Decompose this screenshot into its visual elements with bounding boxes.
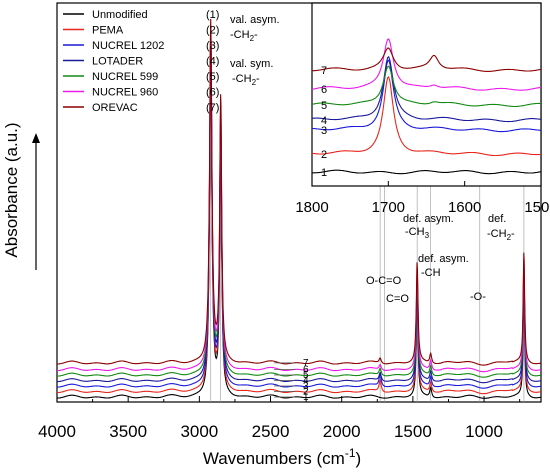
x-axis-title-main: Wavenumbers (cm [203, 449, 345, 468]
series-line-4 [57, 36, 542, 384]
annotation-ch2-asym: -CH2- [230, 29, 258, 43]
peak-annotations: val. asym. -CH2- val. sym. -CH2- O-C=O C… [230, 14, 515, 305]
x-tick-label: 4000 [38, 422, 76, 441]
legend-index: (1) [206, 9, 219, 21]
inset-series-number-label: 3 [321, 125, 327, 137]
inset-x-tick-label: 1500 [524, 199, 550, 216]
x-tick-label: 3500 [109, 422, 147, 441]
legend-label: OREVAC [92, 102, 138, 114]
series-line-3 [57, 42, 542, 389]
inset-series-number-label: 1 [321, 167, 327, 179]
legend-index: (7) [206, 102, 219, 114]
inset-series-number-label: 2 [321, 149, 327, 161]
series-line-1 [57, 53, 542, 399]
annotation-def-asym-ch-a: def. asym. [418, 253, 469, 265]
annotation-ch3-sub: 3 [425, 231, 430, 240]
annotation-val-sym: val. sym. [230, 58, 273, 70]
annotation-ch2-asym-main: -CH [230, 29, 250, 41]
inset-series-line-2 [311, 75, 542, 157]
x-tick-label: 3000 [180, 422, 218, 441]
annotation-oco: O-C=O [366, 275, 402, 287]
inset-frame [311, 2, 542, 187]
annotation-o: -O- [470, 291, 486, 303]
inset-series-line-7 [312, 47, 542, 72]
series-line-7 [57, 18, 542, 366]
y-axis-title: Absorbance (a.u.) [2, 122, 21, 257]
annotation-def-ch2-sub: 2 [507, 233, 512, 242]
annotation-def-ch2-b: -CH2- [487, 228, 515, 242]
annotation-ch2-asym-sub: 2 [250, 34, 255, 43]
inset-series-number-label: 5 [321, 100, 327, 112]
x-axis-title-end: ) [356, 449, 362, 468]
legend-label: NUCREL 960 [92, 87, 158, 99]
annotation-def-asym-ch3-a: def. asym. [403, 213, 454, 225]
series-line-5 [57, 31, 542, 378]
inset-series-number-label: 4 [321, 115, 327, 127]
legend-index: (4) [206, 56, 219, 68]
annotation-ch2-sym-main: -CH [232, 73, 252, 85]
annotation-ch2-sym: -CH2- [232, 73, 260, 87]
inset-x-tick-label: 1800 [295, 199, 328, 216]
x-axis-title: Wavenumbers (cm-1) [203, 446, 361, 468]
inset-series-line-3 [312, 59, 541, 133]
x-tick-label: 2500 [252, 422, 290, 441]
legend-index: (5) [206, 71, 219, 83]
series-number-label: 3 [303, 381, 309, 392]
annotation-ch2-sym-end: - [256, 73, 260, 85]
series-line-6 [57, 25, 542, 373]
annotation-def-ch2-a: def. [488, 213, 506, 225]
x-tick-label: 2000 [323, 422, 361, 441]
legend-label: NUCREL 599 [92, 71, 158, 83]
annotation-def-asym-ch-b: -CH [421, 267, 441, 279]
annotation-def-asym-ch3-b: -CH3 [405, 226, 430, 240]
legend-index: (6) [206, 87, 219, 99]
x-axis-title-sup: -1 [345, 446, 356, 460]
annotation-def-ch2-end: - [511, 228, 515, 240]
series-number-label: 1 [303, 392, 309, 403]
annotation-ch3-main: -CH [405, 226, 425, 238]
legend-index: (2) [206, 25, 219, 37]
series-number-label: 5 [303, 370, 309, 381]
legend-label: Unmodified [92, 9, 148, 21]
annotation-val-asym: val. asym. [230, 14, 280, 26]
inset-series-number-label: 6 [321, 84, 327, 96]
main-plot-area [56, 2, 542, 403]
series-number-label: 7 [303, 358, 309, 369]
annotation-ch2-sym-sub: 2 [252, 78, 257, 87]
inset-series-line-4 [311, 55, 542, 123]
inset-x-tick-label: 1600 [448, 199, 481, 216]
legend-label: PEMA [92, 25, 124, 37]
legend: Unmodified PEMA NUCREL 1202 LOTADER NUCREL 5… [63, 9, 164, 114]
series-number-label: 4 [303, 376, 309, 387]
y-axis-arrow [32, 133, 40, 270]
series-line-2 [57, 47, 542, 395]
annotation-def-ch2-main: -CH [487, 228, 507, 240]
inset-series-number-label: 7 [321, 65, 327, 77]
annotation-ch2-asym-end: - [254, 29, 258, 41]
series-number-label: 2 [303, 387, 309, 398]
legend-index: (3) [206, 40, 219, 52]
inset-chart: 1800 1700 1600 1500 1 2 34 5 6 7 [295, 2, 550, 216]
inset-series-line-6 [311, 38, 542, 91]
series-number-label: 6 [303, 365, 309, 376]
annotation-co: C=O [386, 293, 409, 305]
x-tick-label: 1500 [394, 422, 432, 441]
legend-label: LOTADER [92, 56, 143, 68]
legend-indices: (1) (2) (3) (4) (5) (6) (7) [206, 9, 219, 114]
inset-x-tick-label: 1700 [372, 199, 405, 216]
inset-series-line-1 [312, 169, 542, 175]
x-tick-label: 1000 [465, 422, 503, 441]
inset-series-line-5 [311, 65, 542, 108]
x-axis-ticks: 4000 3500 3000 2500 2000 1500 1000 [38, 396, 521, 441]
plot-frame [56, 2, 542, 403]
legend-label: NUCREL 1202 [92, 40, 164, 52]
spectra-series [57, 18, 542, 399]
